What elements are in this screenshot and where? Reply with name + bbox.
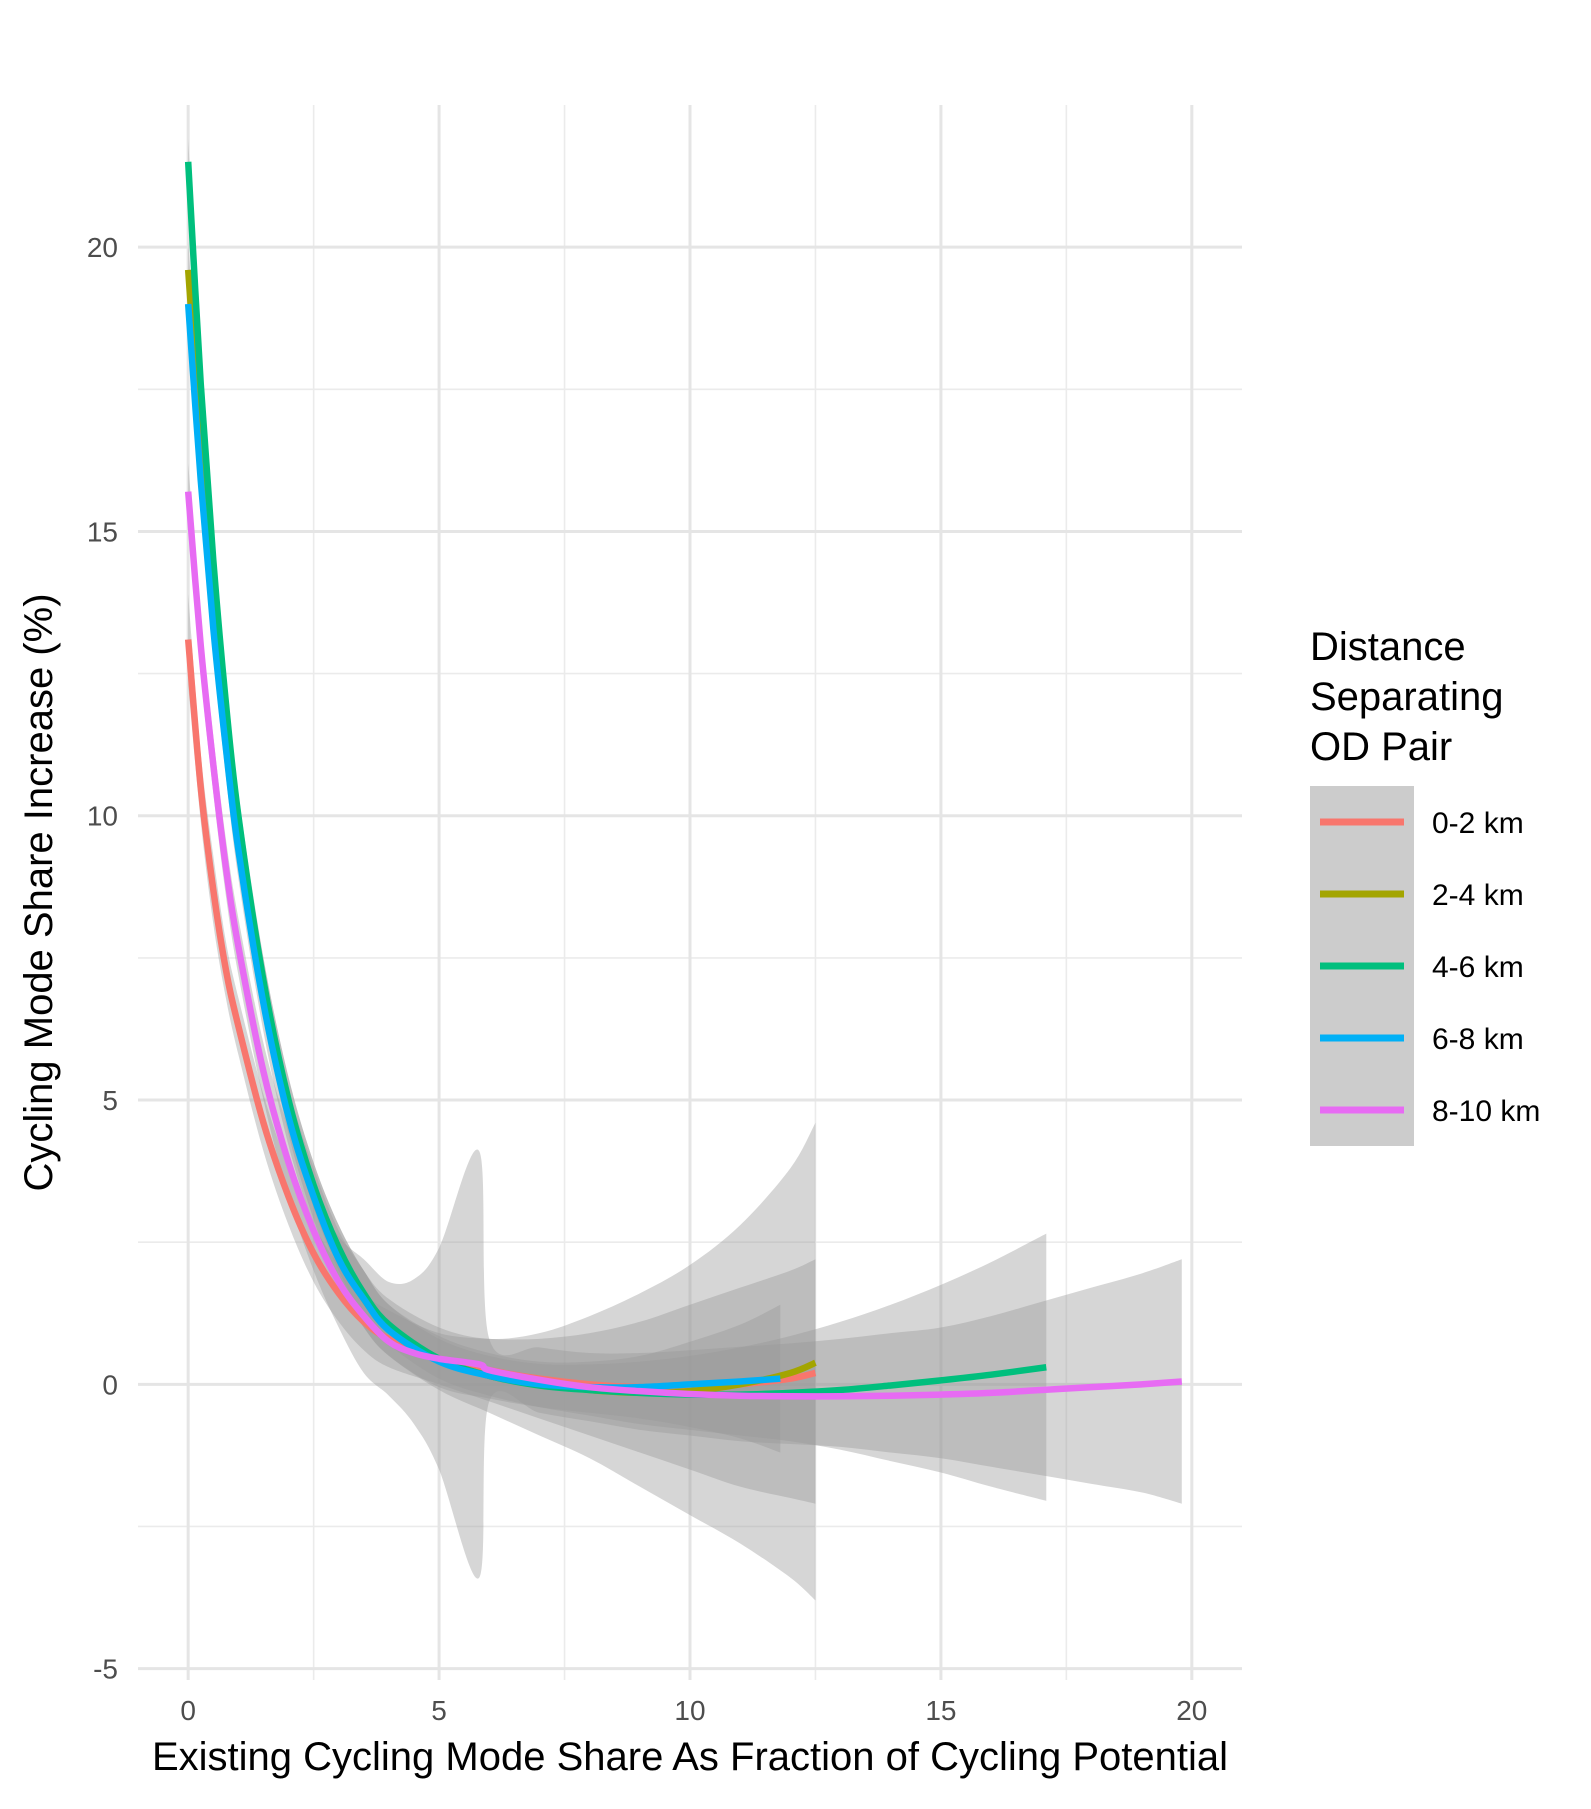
y-tick-label: 10 [87, 801, 118, 832]
x-tick-label: 15 [925, 1695, 956, 1726]
y-tick-label: 15 [87, 516, 118, 547]
legend-label: 8-10 km [1432, 1095, 1540, 1128]
legend: Distance Separating OD Pair 0-2 km 2-4 km… [1310, 625, 1540, 1146]
legend-title-line: Separating [1310, 675, 1503, 719]
y-axis: -5 0 5 10 15 20 [87, 232, 118, 1684]
legend-title-line: Distance [1310, 625, 1466, 669]
legend-label: 0-2 km [1432, 807, 1524, 840]
legend-label: 2-4 km [1432, 879, 1524, 912]
y-tick-label: 20 [87, 232, 118, 263]
grid [138, 105, 1242, 1680]
legend-label: 6-8 km [1432, 1023, 1524, 1056]
x-tick-label: 0 [180, 1695, 196, 1726]
x-tick-label: 5 [431, 1695, 447, 1726]
x-tick-label: 20 [1176, 1695, 1207, 1726]
y-tick-label: 0 [102, 1369, 118, 1400]
confidence-ribbon [188, 463, 1182, 1579]
series-line [184, 161, 1047, 1399]
y-tick-label: 5 [102, 1085, 118, 1116]
series-lines [184, 161, 1183, 1400]
confidence-ribbon [188, 139, 1047, 1501]
x-tick-label: 10 [674, 1695, 705, 1726]
legend-label: 4-6 km [1432, 951, 1524, 984]
y-tick-label: -5 [93, 1654, 118, 1685]
y-axis-title: Cycling Mode Share Increase (%) [17, 593, 61, 1191]
x-axis-title: Existing Cycling Mode Share As Fraction … [152, 1735, 1228, 1779]
series-line [184, 491, 1183, 1400]
confidence-ribbon [188, 275, 781, 1453]
x-axis: 0 5 10 15 20 [180, 1695, 1207, 1726]
legend-title-line: OD Pair [1310, 725, 1452, 769]
